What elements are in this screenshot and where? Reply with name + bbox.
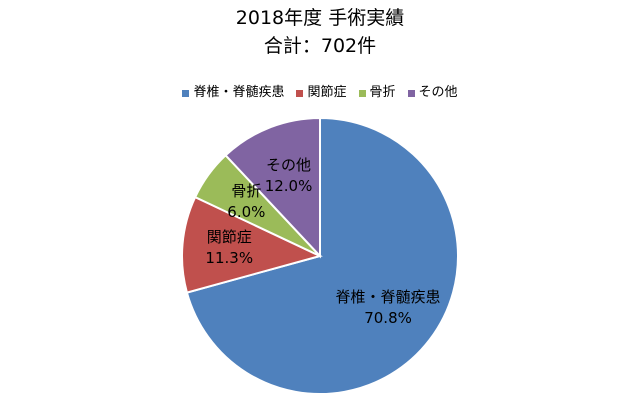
legend-item-fracture: 骨折 — [358, 84, 396, 102]
legend-swatch-arthrosis — [296, 89, 304, 97]
data-label-value-other: 12.0% — [264, 177, 313, 196]
legend-label-other: その他 — [418, 85, 458, 100]
data-label-value-spine: 70.8% — [364, 308, 412, 327]
legend-item-arthrosis: 関節症 — [296, 84, 347, 102]
data-label-name-spine: 脊椎・脊髄疾患 — [335, 287, 441, 306]
pie-slice-spine — [185, 116, 459, 395]
legend-label-fracture: 骨折 — [369, 85, 396, 100]
legend-swatch-spine — [182, 89, 190, 97]
legend-label-spine: 脊椎・脊髄疾患 — [193, 85, 285, 100]
legend-swatch-other — [407, 89, 415, 97]
legend-swatch-fracture — [358, 89, 366, 97]
legend-label-arthrosis: 関節症 — [307, 85, 347, 100]
data-label-other: その他 12.0% — [265, 155, 313, 197]
pie-slice-other — [224, 116, 321, 259]
data-label-fracture: 骨折 6.0% — [227, 181, 265, 223]
chart-title: 2018年度 手術実績 — [235, 7, 405, 29]
chart-subtitle: 合計：702件 — [263, 35, 377, 57]
legend-item-spine: 脊椎・脊髄疾患 — [182, 84, 284, 102]
data-label-spine: 脊椎・脊髄疾患 70.8% — [336, 287, 441, 329]
pie-slice-arthrosis — [181, 195, 323, 294]
data-label-name-other: その他 — [266, 156, 312, 175]
data-label-value-fracture: 6.0% — [227, 203, 266, 222]
legend-item-other: その他 — [407, 84, 458, 102]
data-label-value-arthrosis: 11.3% — [205, 249, 254, 268]
data-label-name-fracture: 骨折 — [231, 182, 262, 201]
data-label-name-arthrosis: 関節症 — [206, 228, 252, 247]
data-label-arthrosis: 関節症 11.3% — [205, 227, 253, 269]
chart-legend: 脊椎・脊髄疾患 関節症 骨折 その他 — [0, 84, 640, 102]
